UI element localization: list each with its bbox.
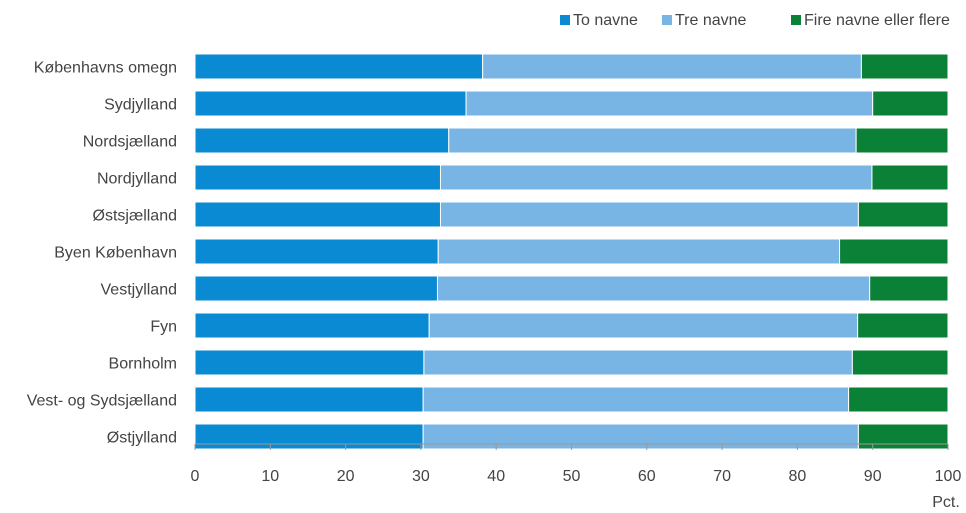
- legend-swatch: [791, 15, 801, 25]
- x-tick-label: 10: [261, 468, 279, 485]
- category-label: Vest- og Sydsjælland: [27, 393, 177, 410]
- x-tick-label: 20: [337, 468, 355, 485]
- bar-segment-0-8: [194, 349, 425, 376]
- bar-segment-2-9: [848, 386, 949, 413]
- category-label: Østsjælland: [93, 208, 177, 225]
- legend-label: Tre navne: [675, 12, 747, 29]
- bar-segment-0-2: [194, 127, 450, 154]
- bar-segment-1-7: [428, 312, 859, 339]
- category-labels: Københavns omegn Sydjylland Nordsjælland No…: [27, 60, 177, 447]
- x-tick-label: 30: [412, 468, 430, 485]
- bar-segment-1-9: [422, 386, 850, 413]
- x-tick-label: 70: [713, 468, 731, 485]
- category-label: Nordjylland: [97, 171, 177, 188]
- legend-swatch: [662, 15, 672, 25]
- bar-segment-2-0: [860, 53, 949, 80]
- bar-segment-0-1: [194, 90, 467, 117]
- bar-segment-0-0: [194, 53, 484, 80]
- bar-segment-2-2: [855, 127, 949, 154]
- x-tick-label: 0: [191, 468, 200, 485]
- category-label: Københavns omegn: [34, 60, 177, 77]
- bar-segment-2-3: [871, 164, 949, 191]
- bar-segment-0-9: [194, 386, 424, 413]
- bar-segment-1-5: [437, 238, 841, 265]
- x-unit-label: Pct.: [932, 494, 960, 508]
- bar-segment-1-6: [436, 275, 871, 302]
- bar-segment-2-10: [857, 423, 949, 450]
- bar-segment-1-8: [423, 349, 853, 376]
- bar-segment-0-7: [194, 312, 430, 339]
- category-label: Sydjylland: [104, 97, 177, 114]
- bar-segment-1-10: [422, 423, 859, 450]
- bar-segment-1-4: [439, 201, 859, 228]
- legend: To navne Tre navne Fire navne eller flere: [560, 12, 950, 29]
- bar-segment-2-6: [869, 275, 949, 302]
- bar-segment-0-5: [194, 238, 439, 265]
- bar-segment-1-0: [482, 53, 862, 80]
- category-label: Østjylland: [107, 430, 177, 447]
- x-axis: 0 10 20 30 40 50 60 70 80 90 100 Pct.: [191, 443, 962, 511]
- category-label: Byen København: [54, 245, 177, 262]
- bar-segment-0-3: [194, 164, 441, 191]
- x-tick-label: 60: [638, 468, 656, 485]
- x-tick-label: 40: [487, 468, 505, 485]
- bar-segment-1-2: [448, 127, 857, 154]
- legend-label: To navne: [573, 12, 638, 29]
- legend-label: Fire navne eller flere: [804, 12, 950, 29]
- bar-segment-2-4: [857, 201, 949, 228]
- bar-segment-0-4: [194, 201, 441, 228]
- x-tick-label: 50: [563, 468, 581, 485]
- category-label: Bornholm: [109, 356, 177, 373]
- bar-segment-2-1: [872, 90, 949, 117]
- x-tick-label: 80: [789, 468, 807, 485]
- category-label: Vestjylland: [101, 282, 178, 299]
- bar-segment-1-1: [465, 90, 874, 117]
- bar-segment-0-10: [194, 423, 424, 450]
- bars: [194, 53, 949, 450]
- x-tick-label: 90: [864, 468, 882, 485]
- category-label: Fyn: [150, 319, 177, 336]
- bar-segment-0-6: [194, 275, 438, 302]
- bar-segment-1-3: [439, 164, 873, 191]
- bar-segment-2-7: [857, 312, 949, 339]
- bar-segment-2-5: [839, 238, 949, 265]
- category-label: Nordsjælland: [83, 134, 177, 151]
- legend-swatch: [560, 15, 570, 25]
- bar-segment-2-8: [851, 349, 949, 376]
- x-tick-label: 100: [935, 468, 962, 485]
